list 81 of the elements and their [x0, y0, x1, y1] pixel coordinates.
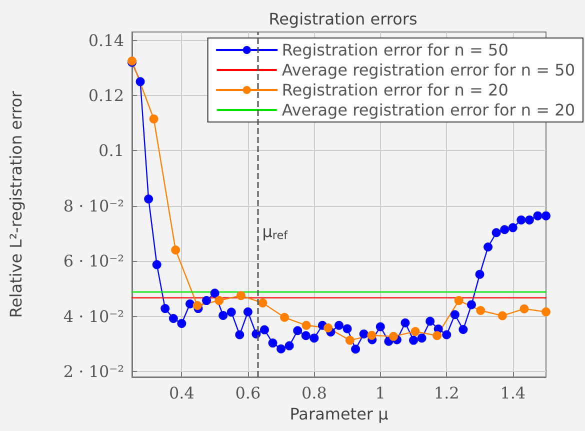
point	[542, 307, 550, 316]
point	[442, 330, 452, 340]
point	[484, 242, 493, 252]
point	[218, 310, 228, 320]
point	[152, 260, 162, 270]
point	[476, 306, 486, 315]
point	[376, 322, 385, 332]
point	[533, 211, 542, 220]
point	[236, 291, 246, 300]
point	[400, 318, 410, 328]
point	[260, 325, 269, 334]
x-tick-label: 0.8	[301, 384, 327, 402]
point	[508, 223, 518, 232]
point	[351, 344, 360, 354]
point	[417, 334, 426, 343]
x-tick-label: 0.4	[168, 384, 194, 402]
y-tick-label: 8 · 10⁻²	[63, 196, 124, 216]
y-tick-label: 6 · 10⁻²	[63, 252, 124, 271]
point	[284, 341, 294, 350]
y-tick-label: 0.1	[98, 141, 124, 160]
point	[516, 215, 526, 224]
point	[144, 194, 154, 204]
y-tick-label: 0.12	[88, 86, 124, 105]
legend-label: Average registration error for n = 20	[282, 100, 575, 120]
point	[432, 331, 442, 340]
point	[345, 336, 354, 345]
point	[160, 304, 170, 314]
x-tick-label: 1	[375, 384, 386, 402]
point	[409, 336, 418, 345]
point	[475, 270, 484, 279]
point	[136, 77, 145, 86]
point	[171, 246, 180, 255]
point	[324, 323, 333, 332]
point	[185, 299, 194, 308]
point	[492, 228, 501, 238]
point	[342, 324, 352, 334]
x-tick-label: 1.4	[500, 384, 526, 402]
point	[243, 307, 252, 316]
point	[214, 296, 224, 306]
legend-label: Registration error for n = 20	[282, 80, 508, 100]
legend-label: Registration error for n = 50	[282, 40, 508, 60]
point	[367, 330, 376, 340]
x-tick-label: 0.6	[235, 384, 261, 402]
point	[149, 114, 158, 124]
point	[280, 312, 290, 322]
point	[524, 215, 534, 224]
point	[310, 334, 319, 343]
point	[498, 311, 507, 320]
point	[293, 326, 302, 336]
point	[334, 320, 344, 330]
point	[410, 326, 420, 336]
point	[258, 298, 268, 308]
x-axis-title: Parameter μ	[290, 404, 388, 424]
point	[454, 296, 464, 306]
point	[168, 314, 178, 323]
legend-label: Average registration error for n = 50	[282, 60, 575, 80]
point	[210, 288, 220, 298]
point	[226, 308, 236, 317]
point	[302, 320, 311, 330]
point	[458, 325, 468, 334]
point	[426, 316, 435, 326]
point	[276, 344, 286, 354]
point	[301, 331, 310, 340]
point	[192, 301, 202, 310]
y-axis-title: Relative L²-registration error	[6, 90, 26, 318]
point	[177, 318, 186, 328]
point	[388, 332, 398, 341]
y-tick-label: 4 · 10⁻²	[63, 306, 124, 326]
point	[450, 310, 460, 320]
point	[268, 338, 278, 348]
point	[359, 329, 368, 338]
y-tick-label: 0.14	[88, 30, 124, 50]
x-tick-label: 1.2	[434, 384, 460, 402]
point	[466, 300, 476, 310]
chart-title: Registration errors	[268, 10, 418, 28]
y-tick-label: 2 · 10⁻²	[63, 362, 124, 381]
point	[235, 330, 244, 340]
point	[542, 211, 550, 220]
point	[520, 304, 529, 314]
point	[202, 296, 212, 306]
point	[500, 225, 510, 234]
